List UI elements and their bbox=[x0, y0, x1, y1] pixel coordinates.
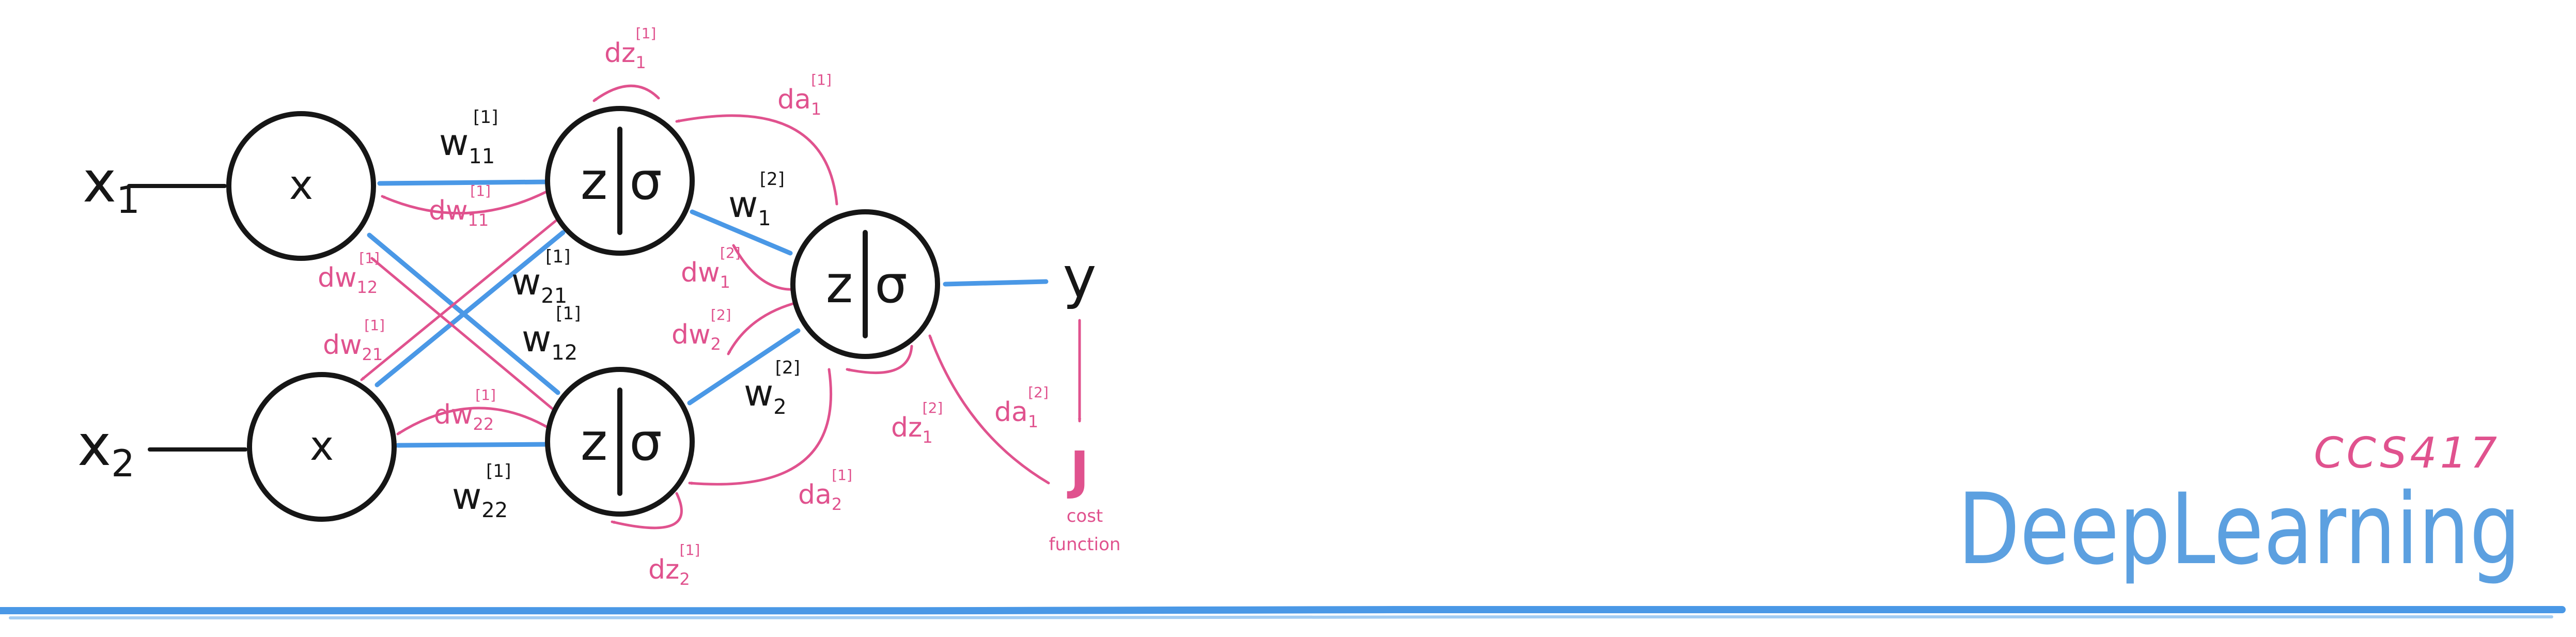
label-dz1-1: dz1[1] bbox=[604, 25, 656, 72]
course-code: CCS417 bbox=[2314, 429, 2500, 478]
label-dw22: dw22[1] bbox=[434, 386, 496, 434]
output-node-sigma: σ bbox=[875, 254, 907, 315]
hidden-node-2: z σ bbox=[545, 367, 695, 517]
backward-da1-2 bbox=[928, 334, 1050, 485]
hidden-node-1: z σ bbox=[545, 106, 695, 256]
forward-w11 bbox=[377, 179, 553, 186]
input-x2: x2 bbox=[77, 412, 135, 485]
hidden-node-2-z: z bbox=[581, 412, 608, 472]
backward-dw12 bbox=[370, 257, 559, 415]
label-w1-2: w1[2] bbox=[728, 169, 785, 230]
label-dw1-2: dw1[2] bbox=[681, 244, 741, 292]
label-w11: w11[1] bbox=[439, 107, 498, 168]
output-node-z: z bbox=[826, 254, 853, 315]
label-dw2-2: dw2[2] bbox=[672, 306, 731, 354]
cost-caption-line1: cost bbox=[1067, 506, 1103, 526]
forward-w2-2 bbox=[687, 328, 801, 406]
label-dz2-1: dz2[1] bbox=[648, 541, 700, 589]
label-da1-1: da1[1] bbox=[777, 71, 832, 119]
label-w12: w12[1] bbox=[522, 303, 581, 365]
label-w22: w22[1] bbox=[452, 461, 511, 522]
cost-j: J bbox=[1067, 440, 1089, 501]
backward-dz2-1 bbox=[611, 492, 683, 530]
backward-da2-1 bbox=[688, 368, 833, 486]
hidden-node-1-sigma: σ bbox=[629, 151, 662, 211]
label-da2-1: da2[1] bbox=[798, 467, 852, 514]
backward-dw11 bbox=[381, 190, 549, 215]
backward-dz1-1 bbox=[592, 84, 660, 102]
course-title: DeepLearning bbox=[1958, 472, 2521, 586]
forward-w22 bbox=[395, 442, 553, 448]
output-node: z σ bbox=[790, 209, 940, 359]
backward-dw2-2 bbox=[727, 301, 800, 355]
input-x1: x1 bbox=[83, 149, 140, 222]
input-node-2-label: x bbox=[310, 423, 334, 470]
forward-output bbox=[943, 279, 1049, 287]
forward-w21 bbox=[374, 230, 566, 387]
backward-dz1-2 bbox=[846, 345, 913, 375]
label-w2-2: w2[2] bbox=[744, 358, 800, 419]
backward-da1-1 bbox=[675, 114, 838, 206]
cost-caption-line2: function bbox=[1049, 534, 1121, 555]
label-dw21: dw21[1] bbox=[323, 317, 385, 364]
backward-dw22 bbox=[396, 407, 552, 436]
input-node-1: x bbox=[226, 111, 376, 261]
input-node-2: x bbox=[247, 372, 397, 522]
label-dz1-2: dz1[2] bbox=[891, 399, 943, 447]
label-dw12: dw12[1] bbox=[318, 250, 380, 297]
bottom-divider bbox=[0, 605, 2566, 619]
label-dw11: dw11[1] bbox=[429, 182, 491, 230]
label-w21: w21[1] bbox=[511, 246, 570, 308]
hidden-node-2-sigma: σ bbox=[629, 412, 662, 472]
hidden-node-1-z: z bbox=[581, 151, 608, 211]
label-da1-2: da1[2] bbox=[994, 384, 1049, 431]
input-node-1-label: x bbox=[289, 162, 313, 209]
backward-dw21 bbox=[360, 215, 562, 381]
forward-w1-2 bbox=[690, 209, 793, 256]
backward-dw1-2 bbox=[732, 244, 797, 291]
output-y: y bbox=[1063, 244, 1096, 310]
